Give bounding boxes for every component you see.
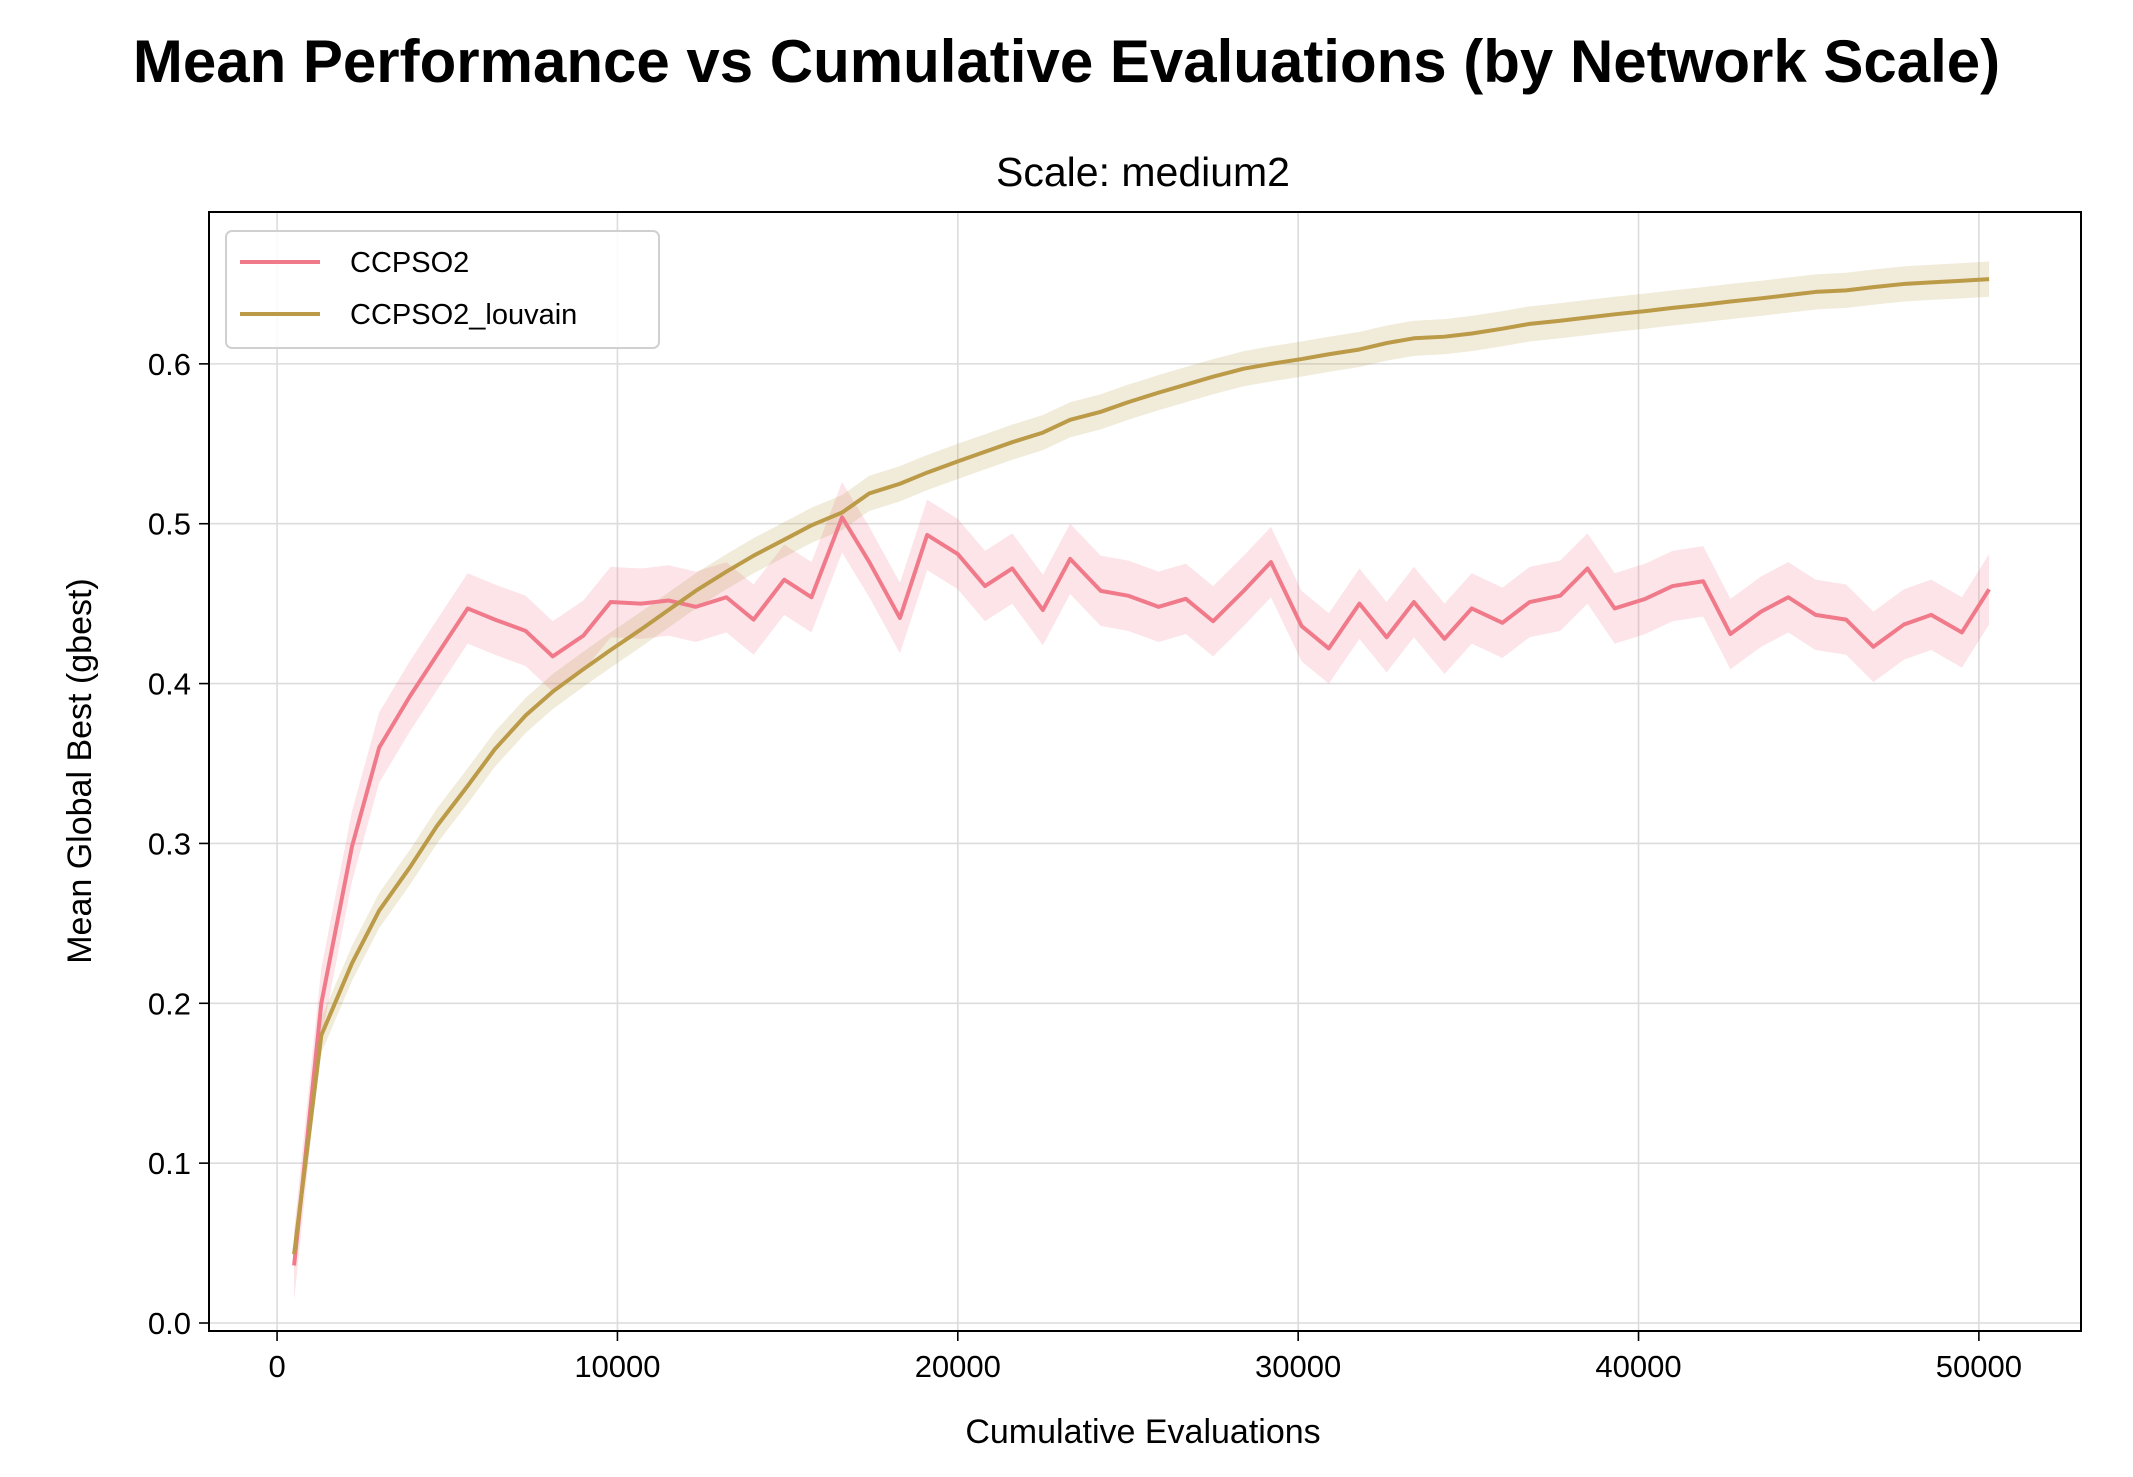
x-axis: 0 10000 20000 30000 40000 50000 xyxy=(268,1331,2022,1384)
legend-label: CCPSO2 xyxy=(350,247,469,279)
confidence-band-1 xyxy=(294,482,1990,1301)
series-lines xyxy=(292,277,1991,1266)
y-tick-label: 0.0 xyxy=(148,1306,191,1341)
x-tick-label: 50000 xyxy=(1936,1349,2022,1384)
legend: CCPSO2 CCPSO2_louvain xyxy=(225,230,660,349)
plot-frame xyxy=(208,211,2082,1332)
x-tick-label: 10000 xyxy=(574,1349,660,1384)
y-axis: 0.0 0.1 0.2 0.3 0.4 0.5 0.6 xyxy=(148,347,209,1341)
grid-lines xyxy=(209,212,2081,1331)
y-tick-label: 0.2 xyxy=(148,986,191,1021)
confidence-band-2 xyxy=(294,261,1990,1272)
figure-title: Mean Performance vs Cumulative Evaluatio… xyxy=(132,28,2001,95)
legend-box xyxy=(225,230,660,349)
series-line-2 xyxy=(292,277,1990,1255)
y-tick-label: 0.1 xyxy=(148,1146,191,1181)
chart-title: Scale: medium2 xyxy=(996,149,1290,195)
x-tick-label: 30000 xyxy=(1255,1349,1341,1384)
y-tick-label: 0.4 xyxy=(148,667,191,702)
series-line-1 xyxy=(292,515,1991,1266)
x-axis-label: Cumulative Evaluations xyxy=(965,1413,1320,1451)
y-tick-label: 0.5 xyxy=(148,507,191,542)
y-axis-label: Mean Global Best (gbest) xyxy=(61,578,99,964)
x-tick-label: 20000 xyxy=(915,1349,1001,1384)
y-tick-label: 0.3 xyxy=(148,826,191,861)
x-tick-label: 0 xyxy=(268,1349,285,1384)
confidence-bands xyxy=(294,261,1990,1301)
x-tick-label: 40000 xyxy=(1595,1349,1681,1384)
legend-label: CCPSO2_louvain xyxy=(350,299,577,331)
y-tick-label: 0.6 xyxy=(148,347,191,382)
